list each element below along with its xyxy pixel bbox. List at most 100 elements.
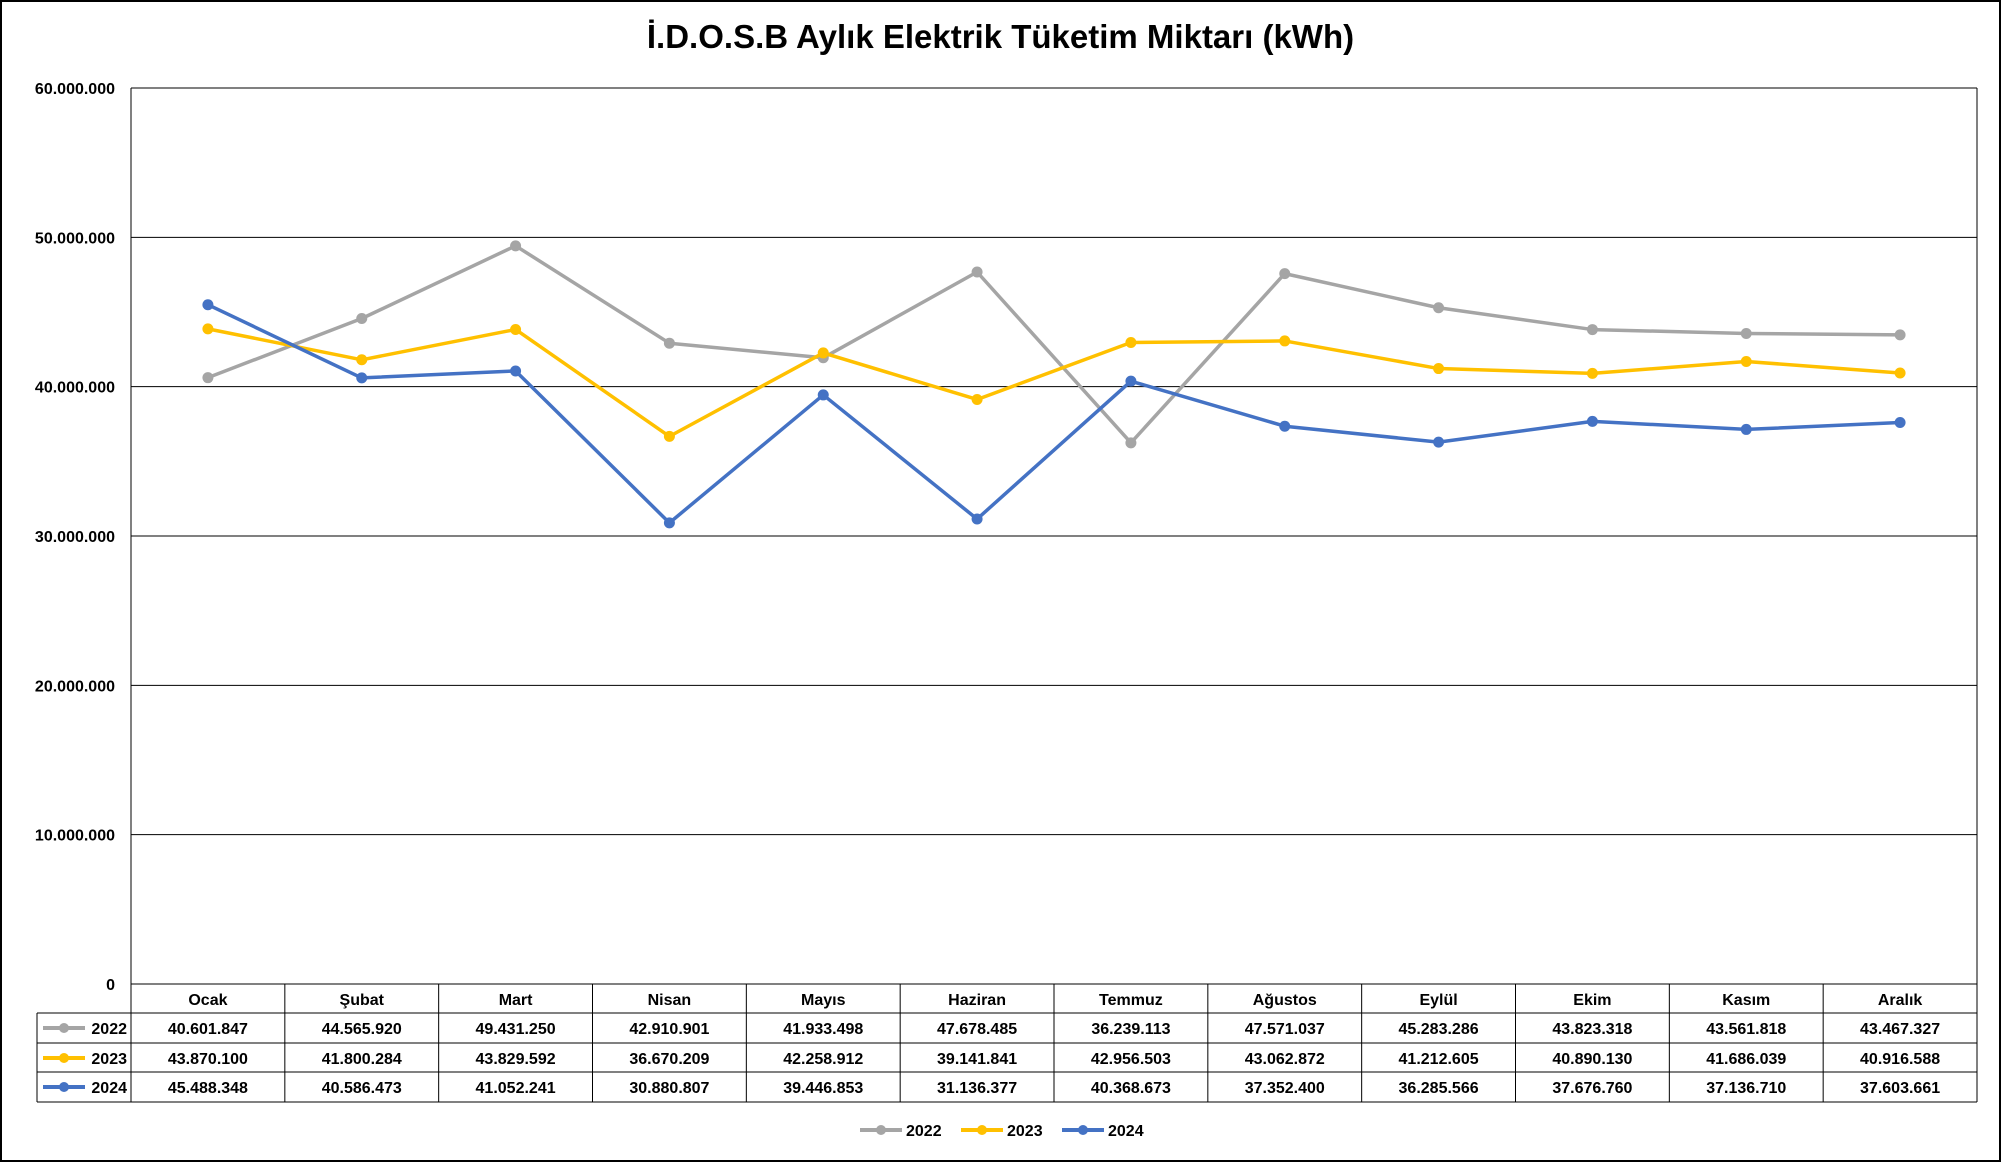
data-point-2024	[817, 389, 829, 401]
data-point-2023	[202, 323, 214, 335]
legend-marker-2024	[1078, 1125, 1088, 1135]
table-cell: 49.431.250	[476, 1021, 556, 1038]
table-cell: 41.686.039	[1706, 1051, 1786, 1068]
table-cell: 36.670.209	[629, 1051, 709, 1068]
legend-key-marker	[59, 1053, 69, 1063]
table-cell: 45.283.286	[1399, 1021, 1479, 1038]
table-cell: 47.571.037	[1245, 1021, 1325, 1038]
table-series-label: 2022	[91, 1021, 127, 1038]
data-point-2024	[1433, 436, 1445, 448]
x-tick-label: Aralık	[1878, 992, 1923, 1009]
table-cell: 43.561.818	[1706, 1021, 1786, 1038]
table-cell: 41.933.498	[783, 1021, 863, 1038]
x-tick-label: Ocak	[188, 992, 227, 1009]
table-cell: 43.829.592	[476, 1051, 556, 1068]
table-cell: 42.910.901	[629, 1021, 709, 1038]
table-cell: 41.212.605	[1399, 1051, 1479, 1068]
table-series-label: 2023	[91, 1051, 127, 1068]
data-point-2022	[971, 266, 983, 278]
data-point-2023	[356, 354, 368, 366]
legend-label: 2022	[906, 1123, 942, 1140]
table-cell: 36.285.566	[1399, 1080, 1479, 1097]
data-point-2022	[1894, 329, 1906, 341]
data-point-2024	[1586, 415, 1598, 427]
data-point-2023	[1279, 335, 1291, 347]
x-tick-label: Ekim	[1573, 992, 1611, 1009]
table-series-label: 2024	[91, 1080, 127, 1097]
table-cell: 41.800.284	[322, 1051, 402, 1068]
table-cell: 40.368.673	[1091, 1080, 1171, 1097]
table-cell: 43.870.100	[168, 1051, 248, 1068]
y-tick-label: 20.000.000	[35, 678, 115, 695]
x-tick-label: Temmuz	[1099, 992, 1163, 1009]
x-tick-label: Eylül	[1419, 992, 1457, 1009]
data-point-2024	[1740, 423, 1752, 435]
table-cell: 43.823.318	[1552, 1021, 1632, 1038]
data-point-2023	[1586, 367, 1598, 379]
table-cell: 37.136.710	[1706, 1080, 1786, 1097]
data-point-2023	[1125, 337, 1137, 349]
series-line-2022	[207, 244, 1901, 445]
legend-key-marker	[59, 1023, 69, 1033]
table-cell: 39.446.853	[783, 1080, 863, 1097]
y-tick-label: 0	[106, 977, 115, 994]
data-point-2024	[510, 365, 522, 377]
data-point-2023	[1433, 363, 1445, 375]
table-cell: 45.488.348	[168, 1080, 248, 1097]
legend-key-marker	[59, 1082, 69, 1092]
legend-marker-2022	[876, 1125, 886, 1135]
y-tick-label: 40.000.000	[35, 380, 115, 397]
data-point-2022	[1279, 268, 1291, 280]
series-line-2024	[207, 303, 1901, 525]
y-tick-label: 60.000.000	[35, 81, 115, 98]
legend-label: 2023	[1007, 1123, 1043, 1140]
table-cell: 40.586.473	[322, 1080, 402, 1097]
table-cell: 43.062.872	[1245, 1051, 1325, 1068]
data-point-2022	[510, 240, 522, 252]
table-cell: 42.258.912	[783, 1051, 863, 1068]
data-point-2023	[663, 430, 675, 442]
data-point-2024	[1279, 420, 1291, 432]
table-cell: 40.890.130	[1552, 1051, 1632, 1068]
x-tick-label: Kasım	[1722, 992, 1770, 1009]
data-point-2022	[1125, 437, 1137, 449]
data-point-2023	[1740, 355, 1752, 367]
data-point-2022	[1740, 327, 1752, 339]
data-point-2023	[817, 347, 829, 359]
data-point-2024	[1125, 375, 1137, 387]
data-point-2022	[663, 337, 675, 349]
table-cell: 41.052.241	[476, 1080, 556, 1097]
x-tick-label: Haziran	[948, 992, 1006, 1009]
data-point-2022	[1586, 324, 1598, 336]
table-cell: 37.352.400	[1245, 1080, 1325, 1097]
data-point-2024	[663, 517, 675, 529]
table-cell: 39.141.841	[937, 1051, 1017, 1068]
legend-marker-2023	[977, 1125, 987, 1135]
y-tick-label: 30.000.000	[35, 529, 115, 546]
x-tick-label: Şubat	[340, 992, 385, 1009]
data-point-2024	[1894, 416, 1906, 428]
x-tick-label: Mayıs	[801, 992, 846, 1009]
table-cell: 30.880.807	[629, 1080, 709, 1097]
table-cell: 43.467.327	[1860, 1021, 1940, 1038]
chart-title: İ.D.O.S.B Aylık Elektrik Tüketim Miktarı…	[646, 18, 1355, 55]
table-cell: 37.603.661	[1860, 1080, 1940, 1097]
x-tick-label: Mart	[499, 992, 533, 1009]
data-point-2024	[356, 372, 368, 384]
data-point-2023	[1894, 367, 1906, 379]
legend-label: 2024	[1108, 1123, 1144, 1140]
y-tick-label: 10.000.000	[35, 828, 115, 845]
data-point-2024	[971, 513, 983, 525]
data-point-2023	[510, 323, 522, 335]
table-cell: 36.239.113	[1091, 1021, 1170, 1038]
series-line-2023	[207, 327, 1901, 439]
data-point-2022	[1433, 302, 1445, 314]
data-point-2023	[971, 393, 983, 405]
data-point-2022	[202, 372, 214, 384]
x-tick-label: Ağustos	[1253, 992, 1317, 1009]
table-cell: 31.136.377	[937, 1080, 1017, 1097]
table-cell: 40.601.847	[168, 1021, 248, 1038]
table-cell: 44.565.920	[322, 1021, 402, 1038]
